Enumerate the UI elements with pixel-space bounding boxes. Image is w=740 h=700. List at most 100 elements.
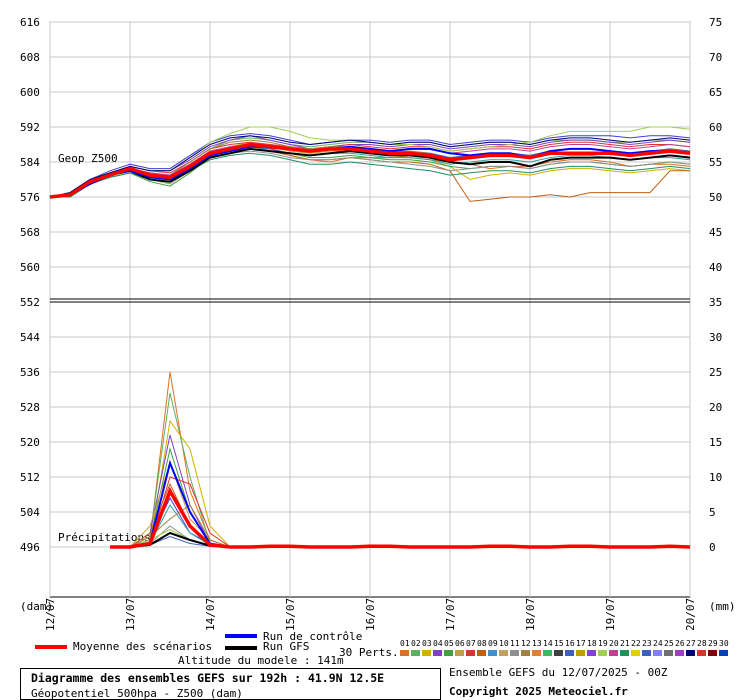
- pert-number: 01: [400, 639, 410, 648]
- pert-number: 13: [532, 639, 542, 648]
- y-right-tick-label: 25: [709, 366, 722, 379]
- pert-number: 12: [521, 639, 531, 648]
- z500-gfs-line: [49, 147, 691, 198]
- pert-swatch: [411, 650, 420, 656]
- pert-number: 24: [653, 639, 663, 648]
- y-left-tick-label: 560: [20, 261, 40, 274]
- y-right-tick-label: 35: [709, 296, 722, 309]
- pert-swatch: [455, 650, 464, 656]
- pert-number: 15: [554, 639, 564, 648]
- pert-swatch: [488, 650, 497, 656]
- z500-member-line: [49, 133, 691, 198]
- pert-number: 27: [686, 639, 696, 648]
- pert-number: 07: [466, 639, 476, 648]
- x-tick-label: 14/07: [204, 598, 217, 631]
- pert-swatch: [609, 650, 618, 656]
- pert-swatch: [631, 650, 640, 656]
- pert-swatch: [444, 650, 453, 656]
- run-info: Ensemble GEFS du 12/07/2025 - 00Z: [449, 666, 668, 679]
- y-left-tick-label: 568: [20, 226, 40, 239]
- pert-swatch: [499, 650, 508, 656]
- z500-member-line: [49, 141, 691, 198]
- pert-swatch: [719, 650, 728, 656]
- pert-number: 03: [422, 639, 432, 648]
- pert-number: 19: [598, 639, 608, 648]
- pert-number: 05: [444, 639, 454, 648]
- pert-swatch: [554, 650, 563, 656]
- x-tick-label: 19/07: [604, 598, 617, 631]
- pert-number: 11: [510, 639, 520, 648]
- pert-swatch: [675, 650, 684, 656]
- pert-swatch: [686, 650, 695, 656]
- pert-swatch: [521, 650, 530, 656]
- legend-perts-label: 30 Perts.: [339, 646, 399, 659]
- pert-swatch: [466, 650, 475, 656]
- pert-swatch: [697, 650, 706, 656]
- y-right-tick-label: 60: [709, 121, 722, 134]
- legend-mean-label: Moyenne des scénarios: [73, 640, 213, 653]
- pert-swatch: [620, 650, 629, 656]
- annotation-geop: Geop Z500: [58, 152, 118, 165]
- pert-number: 30: [719, 639, 729, 648]
- pert-swatch: [565, 650, 574, 656]
- y-right-tick-label: 55: [709, 156, 722, 169]
- precip-mean-line: [110, 486, 691, 549]
- pert-swatch: [433, 650, 442, 656]
- y-right-tick-label: 40: [709, 261, 722, 274]
- pert-number: 23: [642, 639, 652, 648]
- z500-control-line: [49, 145, 691, 198]
- y-right-tick-label: 15: [709, 436, 722, 449]
- y-right-tick-label: 30: [709, 331, 722, 344]
- y-right-tick-label: 75: [709, 16, 722, 29]
- y-right-tick-label: 20: [709, 401, 722, 414]
- chart-subtitle: Géopotentiel 500hpa - Z500 (dam): [31, 687, 243, 700]
- x-tick-label: 13/07: [124, 598, 137, 631]
- pert-number: 28: [697, 639, 707, 648]
- pert-number: 02: [411, 639, 421, 648]
- legend-mean-swatch: [35, 645, 67, 649]
- y-left-tick-label: 552: [20, 296, 40, 309]
- pert-swatch: [653, 650, 662, 656]
- pert-swatch: [598, 650, 607, 656]
- pert-number: 22: [631, 639, 641, 648]
- y-left-tick-label: 520: [20, 436, 40, 449]
- x-tick-label: 20/07: [684, 598, 697, 631]
- annotation-precip: Précipitations: [58, 531, 151, 544]
- z500-mean-line: [49, 142, 691, 199]
- pert-number: 18: [587, 639, 597, 648]
- y-left-tick-label: 608: [20, 51, 40, 64]
- y-left-tick-label: 592: [20, 121, 40, 134]
- y-left-tick-label: 600: [20, 86, 40, 99]
- pert-number: 14: [543, 639, 553, 648]
- y-right-tick-label: 10: [709, 471, 722, 484]
- y-left-tick-label: 528: [20, 401, 40, 414]
- pert-swatch: [510, 650, 519, 656]
- x-tick-label: 18/07: [524, 598, 537, 631]
- pert-number: 09: [488, 639, 498, 648]
- x-tick-label: 15/07: [284, 598, 297, 631]
- pert-swatch: [587, 650, 596, 656]
- y-left-tick-label: 504: [20, 506, 40, 519]
- y-left-unit: (dam): [20, 600, 53, 613]
- y-left-tick-label: 496: [20, 541, 40, 554]
- y-right-unit: (mm): [709, 600, 736, 613]
- title-box: Diagramme des ensembles GEFS sur 192h : …: [20, 668, 441, 700]
- pert-number: 26: [675, 639, 685, 648]
- pert-swatch: [642, 650, 651, 656]
- y-left-tick-label: 536: [20, 366, 40, 379]
- chart-title: Diagramme des ensembles GEFS sur 192h : …: [31, 671, 385, 685]
- y-right-tick-label: 5: [709, 506, 716, 519]
- legend-control-label: Run de contrôle: [263, 630, 363, 643]
- y-right-tick-label: 50: [709, 191, 722, 204]
- pert-swatch: [422, 650, 431, 656]
- y-right-tick-label: 45: [709, 226, 722, 239]
- altitude-label: Altitude du modele : 141m: [178, 654, 344, 667]
- pert-number: 08: [477, 639, 487, 648]
- pert-number: 16: [565, 639, 575, 648]
- y-left-tick-label: 512: [20, 471, 40, 484]
- copyright: Copyright 2025 Meteociel.fr: [449, 685, 628, 698]
- pert-swatch: [576, 650, 585, 656]
- pert-swatch: [477, 650, 486, 656]
- pert-swatch: [532, 650, 541, 656]
- y-left-tick-label: 544: [20, 331, 40, 344]
